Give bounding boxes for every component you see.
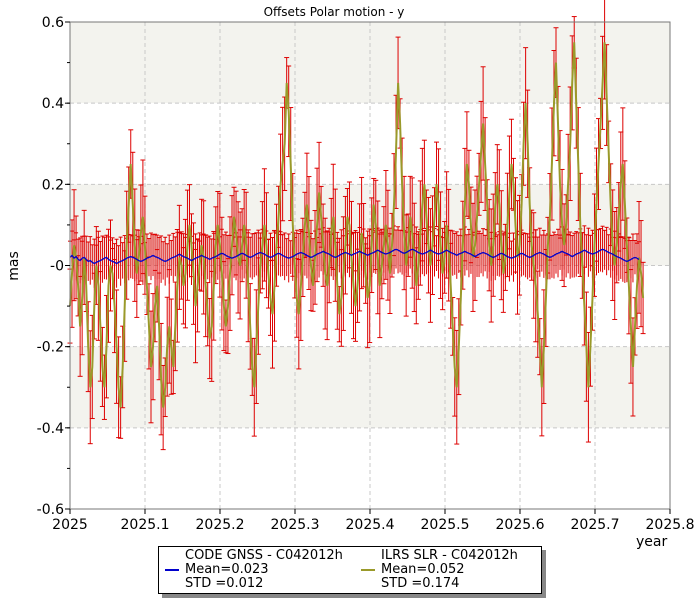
- y-tick-label: 0.2: [42, 177, 64, 193]
- y-tick-label: -0.2: [37, 340, 64, 356]
- chart-title: Offsets Polar motion - y: [264, 5, 405, 19]
- x-tick-label: 2025: [52, 517, 88, 533]
- legend-std: STD =0.012: [185, 576, 264, 591]
- legend-entry-slr: ILRS SLR - C042012h Mean=0.052 STD =0.17…: [359, 549, 549, 591]
- legend-swatch-gnss: [165, 568, 179, 571]
- legend-swatch-slr: [361, 568, 375, 571]
- x-tick-label: 2025.5: [421, 517, 470, 533]
- x-tick-label: 2025.1: [121, 517, 170, 533]
- slr-series-line: [69, 42, 645, 408]
- y-tick-label: -0.4: [37, 421, 64, 437]
- legend-mean: Mean=0.052: [381, 562, 465, 577]
- plot-band: [70, 427, 670, 509]
- legend-label: ILRS SLR - C042012h: [381, 548, 518, 563]
- y-tick-label: 0.6: [42, 15, 64, 31]
- x-axis-label: year: [636, 534, 667, 550]
- y-tick-label: 0.4: [42, 96, 64, 112]
- x-tick-label: 2025.7: [571, 517, 620, 533]
- legend: CODE GNSS - C042012h Mean=0.023 STD =0.0…: [158, 546, 542, 594]
- gnss-series-line: [69, 248, 640, 265]
- x-tick-label: 2025.2: [196, 517, 245, 533]
- x-tick-label: 2025.8: [646, 517, 695, 533]
- x-tick-label: 2025.6: [496, 517, 545, 533]
- plot-band: [70, 22, 670, 104]
- x-tick-label: 2025.4: [346, 517, 395, 533]
- legend-std: STD =0.174: [381, 576, 460, 591]
- series-lines: [69, 42, 645, 408]
- x-tick-label: 2025.3: [271, 517, 320, 533]
- axis-ticks: 2025 2025.1 2025.2 2025.3 2025.4 2025.5 2025.6…: [37, 15, 695, 533]
- y-tick-label: -0.6: [37, 502, 64, 518]
- y-axis-label: mas: [6, 251, 22, 281]
- y-tick-label: -0: [50, 259, 64, 275]
- legend-entry-gnss: CODE GNSS - C042012h Mean=0.023 STD =0.0…: [163, 549, 353, 591]
- legend-label: CODE GNSS - C042012h: [185, 548, 343, 563]
- legend-mean: Mean=0.023: [185, 562, 269, 577]
